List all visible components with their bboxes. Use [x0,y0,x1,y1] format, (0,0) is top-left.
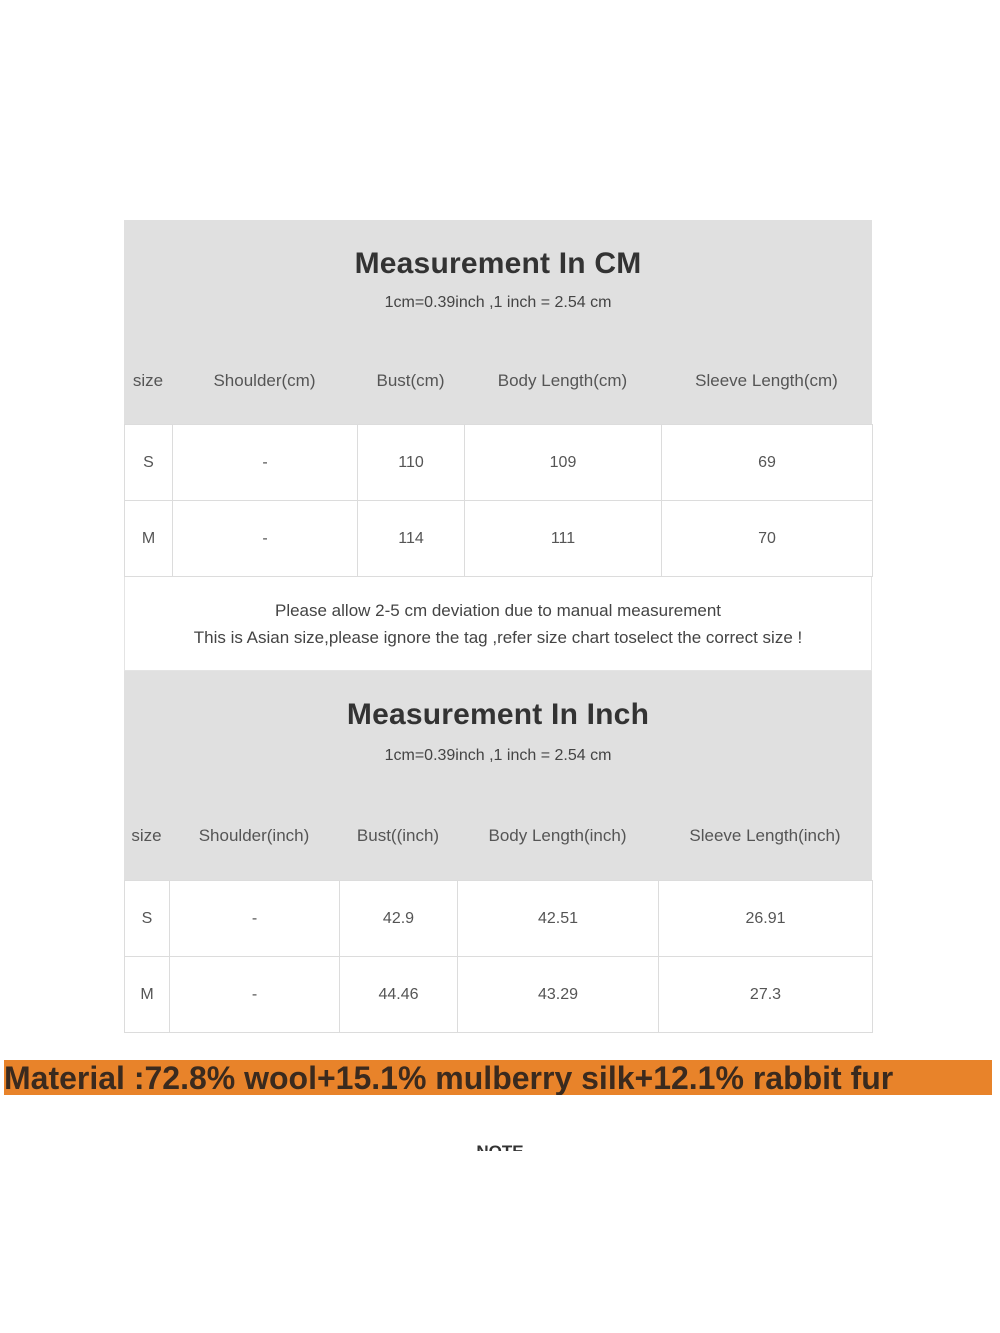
inch-col-bust: Bust((inch) [356,826,440,845]
inch-col-sleeve-length: Sleeve Length(inch) [689,826,841,845]
inch-cell-size: M [124,956,170,1033]
inch-table: S - 42.9 42.51 26.91 M - 44.46 43.29 27.… [124,880,873,1033]
table-row: M - 44.46 43.29 27.3 [124,956,873,1033]
inch-header: Measurement In Inch 1cm=0.39inch ,1 inch… [124,671,872,880]
inch-cell-sleeve-length: 26.91 [658,880,873,957]
cm-col-size: size [132,371,164,390]
cm-cell-size: M [124,500,173,577]
table-row: M - 114 111 70 [124,500,873,577]
cm-col-shoulder: Shoulder(cm) [213,371,316,390]
deviation-note: Please allow 2-5 cm deviation due to man… [274,601,722,620]
deviation-notes: Please allow 2-5 cm deviation due to man… [124,577,872,671]
cm-cell-shoulder: - [172,424,358,501]
inch-cell-body-length: 42.51 [457,880,659,957]
table-row: S - 42.9 42.51 26.91 [124,880,873,957]
table-row: S - 110 109 69 [124,424,873,501]
asian-size-note: This is Asian size,please ignore the tag… [193,628,803,647]
inch-cell-bust: 44.46 [339,956,458,1033]
cm-col-sleeve-length: Sleeve Length(cm) [695,371,838,390]
cm-cell-body-length: 111 [464,500,662,577]
inch-col-shoulder: Shoulder(inch) [198,826,310,845]
note-heading: NOTE [0,1142,1000,1151]
inch-title: Measurement In Inch [346,698,650,731]
cm-header: Measurement In CM 1cm=0.39inch ,1 inch =… [124,220,872,424]
inch-cell-bust: 42.9 [339,880,458,957]
cm-cell-sleeve-length: 70 [661,500,873,577]
size-chart: Measurement In CM 1cm=0.39inch ,1 inch =… [124,220,873,1033]
inch-cell-size: S [124,880,170,957]
cm-cell-bust: 110 [357,424,465,501]
cm-title: Measurement In CM [354,247,642,280]
cm-table: S - 110 109 69 M - 114 111 70 [124,424,873,577]
cm-cell-size: S [124,424,173,501]
material-banner: Material :72.8% wool+15.1% mulberry silk… [4,1060,992,1095]
cm-col-body-length: Body Length(cm) [497,371,628,390]
inch-conversion-note: 1cm=0.39inch ,1 inch = 2.54 cm [384,747,612,764]
inch-col-size: size [131,826,162,845]
cm-cell-body-length: 109 [464,424,662,501]
cm-cell-bust: 114 [357,500,465,577]
cm-cell-shoulder: - [172,500,358,577]
inch-cell-sleeve-length: 27.3 [658,956,873,1033]
inch-cell-shoulder: - [169,956,340,1033]
cm-col-bust: Bust(cm) [376,371,445,390]
inch-cell-shoulder: - [169,880,340,957]
inch-cell-body-length: 43.29 [457,956,659,1033]
cm-conversion-note: 1cm=0.39inch ,1 inch = 2.54 cm [384,294,612,311]
inch-col-body-length: Body Length(inch) [488,826,627,845]
cm-cell-sleeve-length: 69 [661,424,873,501]
